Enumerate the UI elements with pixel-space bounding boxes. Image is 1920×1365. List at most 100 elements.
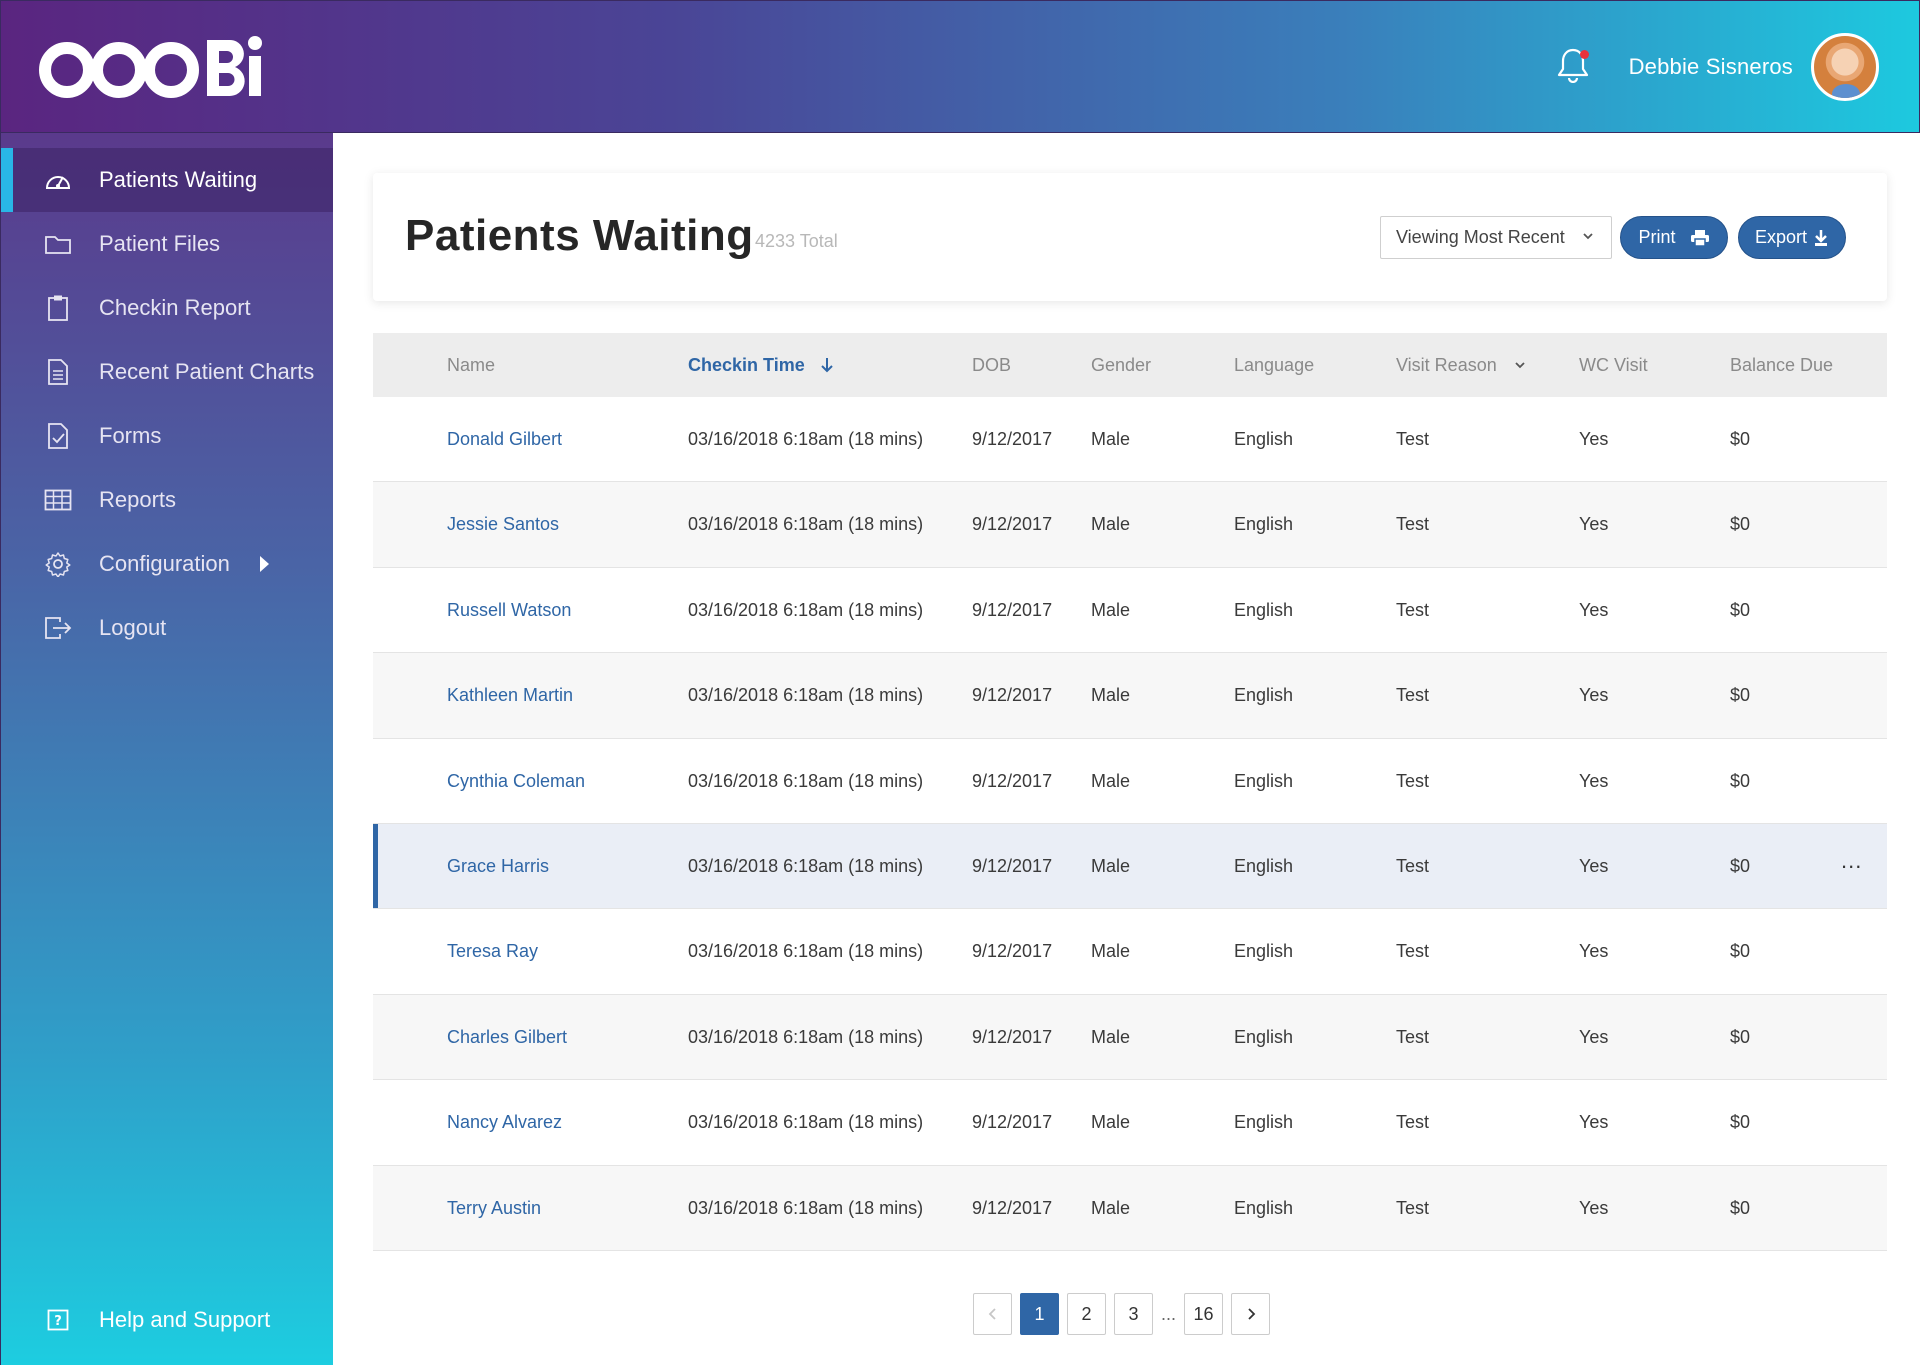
- printer-icon: [1690, 229, 1709, 247]
- print-label: Print: [1638, 227, 1676, 247]
- table-row[interactable]: Nancy Alvarez 03/16/2018 6:18am (18 mins)…: [373, 1080, 1887, 1166]
- folder-icon: [43, 229, 73, 259]
- header-user-area: Debbie Sisneros: [1557, 33, 1879, 101]
- table-row[interactable]: Teresa Ray 03/16/2018 6:18am (18 mins) 9/1…: [373, 909, 1887, 995]
- column-header-checkin-time[interactable]: Checkin Time: [688, 355, 834, 376]
- sidebar-item-recent-patient-charts[interactable]: Recent Patient Charts: [1, 340, 333, 404]
- next-page-button[interactable]: [1231, 1293, 1271, 1335]
- help-label: Help and Support: [99, 1307, 271, 1332]
- dob-cell: 9/12/2017: [972, 1112, 1053, 1133]
- view-select-dropdown[interactable]: Viewing Most Recent: [1380, 216, 1612, 259]
- export-button[interactable]: Export: [1738, 216, 1846, 259]
- notifications-button[interactable]: [1557, 47, 1593, 87]
- column-header-wc-visit[interactable]: WC Visit: [1579, 355, 1648, 375]
- wc-visit-cell: Yes: [1579, 429, 1609, 449]
- print-button[interactable]: Print: [1620, 216, 1728, 259]
- patient-name-link[interactable]: Kathleen Martin: [447, 685, 574, 706]
- wc-visit-cell: Yes: [1579, 770, 1609, 791]
- avatar[interactable]: [1811, 33, 1879, 101]
- sidebar-item-patient-files[interactable]: Patient Files: [1, 212, 333, 276]
- table-row[interactable]: Grace Harris 03/16/2018 6:18am (18 mins) 9…: [373, 823, 1887, 910]
- column-header-label: Checkin Time: [688, 355, 805, 375]
- column-header-dob[interactable]: DOB: [972, 355, 1012, 375]
- table-row[interactable]: Cynthia Coleman 03/16/2018 6:18am (18 min…: [373, 739, 1887, 824]
- document-icon: [43, 357, 73, 387]
- patient-name-link[interactable]: Teresa Ray: [447, 941, 539, 962]
- sidebar-item-label: Configuration: [99, 551, 230, 576]
- patient-name-link[interactable]: Cynthia Coleman: [447, 770, 586, 791]
- table-row[interactable]: Donald Gilbert 03/16/2018 6:18am (18 mins…: [373, 397, 1887, 483]
- balance-due-cell: $0: [1730, 770, 1751, 791]
- sidebar-item-label: Recent Patient Charts: [99, 359, 315, 384]
- sidebar-item-forms[interactable]: Forms: [1, 404, 333, 468]
- page-button-2[interactable]: 2: [1067, 1293, 1106, 1335]
- patient-name-link[interactable]: Nancy Alvarez: [447, 1112, 563, 1133]
- column-header-label: Visit Reason: [1396, 355, 1497, 375]
- column-header-visit-reason[interactable]: Visit Reason: [1396, 355, 1526, 376]
- clipboard-icon: [43, 293, 73, 323]
- balance-due-cell: $0: [1730, 941, 1751, 962]
- checkin-time-cell: 03/16/2018 6:18am (18 mins): [688, 1112, 924, 1133]
- dob-cell: 9/12/2017: [972, 1197, 1053, 1218]
- help-and-support-link[interactable]: ? Help and Support: [43, 1305, 270, 1335]
- pagination-ellipsis: ...: [1161, 1303, 1177, 1324]
- chevron-right-icon: [1247, 1308, 1255, 1320]
- dob-cell: 9/12/2017: [972, 599, 1053, 620]
- patient-name-link[interactable]: Terry Austin: [447, 1197, 542, 1218]
- row-more-menu-button[interactable]: ...: [1841, 847, 1863, 873]
- balance-due-cell: $0: [1730, 855, 1751, 876]
- user-name[interactable]: Debbie Sisneros: [1628, 54, 1793, 79]
- column-header-balance-due[interactable]: Balance Due: [1730, 355, 1834, 375]
- column-header-language[interactable]: Language: [1234, 355, 1315, 375]
- table-body: Donald Gilbert 03/16/2018 6:18am (18 mins…: [373, 397, 1887, 1251]
- sidebar-item-patients-waiting[interactable]: Patients Waiting: [1, 148, 333, 212]
- page-button-last[interactable]: 16: [1184, 1293, 1224, 1335]
- patient-name-link[interactable]: Charles Gilbert: [447, 1026, 568, 1047]
- table-header-row: Name Checkin Time DOB Gender Language Vi…: [373, 333, 1887, 397]
- patient-name-link[interactable]: Russell Watson: [447, 599, 572, 620]
- wc-visit-cell: Yes: [1579, 1026, 1609, 1047]
- balance-due-cell: $0: [1730, 1197, 1751, 1218]
- sidebar-item-label: Checkin Report: [99, 295, 251, 320]
- checkin-time-cell: 03/16/2018 6:18am (18 mins): [688, 1197, 924, 1218]
- sidebar-item-checkin-report[interactable]: Checkin Report: [1, 276, 333, 340]
- chevron-down-icon: [1515, 362, 1525, 369]
- sidebar-item-label: Patients Waiting: [99, 167, 258, 192]
- top-header: Debbie Sisneros: [0, 0, 1920, 133]
- gender-cell: Male: [1091, 1026, 1131, 1047]
- column-header-gender[interactable]: Gender: [1091, 355, 1152, 375]
- table-row[interactable]: Russell Watson 03/16/2018 6:18am (18 mins…: [373, 568, 1887, 654]
- wc-visit-cell: Yes: [1579, 855, 1609, 876]
- sidebar-item-configuration[interactable]: Configuration: [1, 532, 333, 596]
- chevron-left-icon: [988, 1308, 996, 1320]
- sidebar-item-reports[interactable]: Reports: [1, 468, 333, 532]
- chevron-right-icon: [259, 556, 269, 572]
- language-cell: English: [1234, 1197, 1294, 1218]
- table-row[interactable]: Charles Gilbert 03/16/2018 6:18am (18 min…: [373, 994, 1887, 1081]
- patient-name-link[interactable]: Jessie Santos: [447, 514, 560, 535]
- language-cell: English: [1234, 770, 1294, 791]
- visit-reason-cell: Test: [1396, 514, 1430, 535]
- export-label: Export: [1754, 227, 1808, 247]
- sidebar-item-label: Forms: [99, 423, 162, 448]
- patient-name-link[interactable]: Donald Gilbert: [447, 429, 563, 449]
- checkin-time-cell: 03/16/2018 6:18am (18 mins): [688, 599, 924, 620]
- dob-cell: 9/12/2017: [972, 685, 1053, 706]
- page-button-1[interactable]: 1: [1020, 1293, 1059, 1335]
- table-row[interactable]: Jessie Santos 03/16/2018 6:18am (18 mins)…: [373, 482, 1887, 568]
- chevron-down-icon: [1583, 233, 1593, 240]
- sidebar-item-logout[interactable]: Logout: [1, 596, 333, 660]
- form-check-icon: [43, 421, 73, 451]
- oobi-logo: [39, 36, 262, 98]
- gender-cell: Male: [1091, 429, 1131, 449]
- table-row[interactable]: Kathleen Martin 03/16/2018 6:18am (18 min…: [373, 653, 1887, 739]
- patient-name-link[interactable]: Grace Harris: [447, 855, 550, 876]
- dob-cell: 9/12/2017: [972, 941, 1053, 962]
- prev-page-button[interactable]: [973, 1293, 1012, 1335]
- language-cell: English: [1234, 855, 1294, 876]
- page-button-3[interactable]: 3: [1114, 1293, 1153, 1335]
- app-logo[interactable]: [37, 31, 277, 103]
- column-header-name[interactable]: Name: [447, 355, 496, 375]
- sidebar: Patients Waiting Patient Files Checkin R…: [0, 133, 333, 1365]
- table-row[interactable]: Terry Austin 03/16/2018 6:18am (18 mins) 9…: [373, 1165, 1887, 1251]
